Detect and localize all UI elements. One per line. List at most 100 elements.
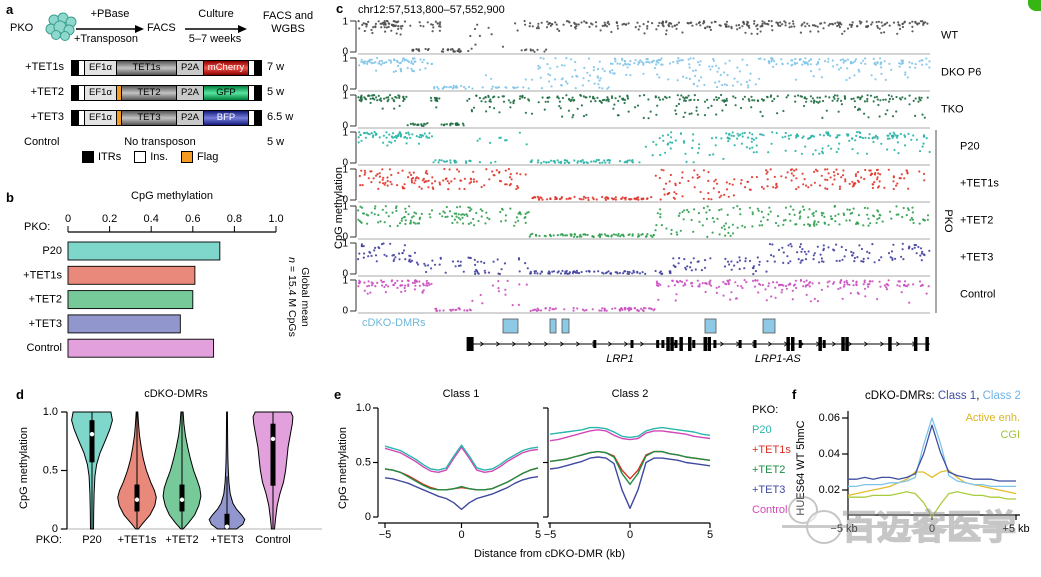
dmr-box [762,318,776,334]
arrow1-top-label: +PBase [90,8,130,20]
b-bar-+TET1s [67,265,196,285]
f-title-sep: , [976,390,983,402]
exon-box [791,337,795,351]
panel-e-chart: 00.51.0−5 0 5 −5 0 5 [356,402,713,541]
d-x-label: P20 [82,534,102,546]
e-legend-item-P20: P20 [752,424,772,436]
b-x-tick-label: 1.0 [268,213,283,225]
p2a-box: P2A [176,60,204,76]
exon-box [841,337,845,351]
exon-box [798,340,802,348]
d-group-label: PKO: [36,534,62,546]
c-y-tick-0: 0 [342,232,348,243]
dmr-box [549,318,557,334]
exon-box [670,337,674,351]
e-series-Control [384,446,539,473]
e-x-tick-label: 5 [707,529,713,541]
e-series-+TET1s [549,450,711,480]
reporter-box: GFP [203,85,249,101]
e-legend-item-+TET2: +TET2 [752,464,786,476]
violin-box [224,513,230,529]
dmr-box [502,318,519,334]
panel-f-legend: Active enh. CGI [905,410,1020,444]
e-legend-item-+TET3: +TET3 [752,484,786,496]
e-legend-item-Control: Control [752,504,788,516]
violin-median-dot [224,524,230,529]
promoter-box: EF1α [84,60,117,76]
b-bar-P20 [67,241,221,261]
violin-box [89,420,95,463]
legend-item-ITRs: ITRs [82,151,121,163]
exon-box [666,337,670,351]
exon-box [845,337,849,351]
tet-gene-box: TET1s [116,60,177,76]
panel-b-group-label: PKO: [24,221,51,233]
d-x-label: Control [255,534,290,546]
construct-row-label: +TET2 [30,86,64,98]
arrow-icon [76,25,144,33]
dmr-box [704,318,717,334]
construct-duration: 6.5 w [267,111,294,123]
c-row-label-+TET2: +TET2 [960,215,993,227]
final-step-line2: WGBS [271,23,305,35]
f-title-class1: Class 1 [937,390,977,402]
f-x-tick-label: 0 [929,523,935,535]
f-series-Class 2 [848,417,1016,488]
exon-box [630,340,634,348]
b-x-tick-label: 0.8 [227,213,242,225]
scatter-row-P20: 1 0 P20 [342,128,979,169]
b-bar-label: +TET1s [23,269,62,281]
panel-f-chart: 0.02 0.04 0.06 −5 kb 0 +5 kb [819,411,1030,535]
violin-+TET3 [208,411,246,530]
d-x-label: +TET1s [118,534,157,546]
construct-row: +TET2 EF1α TET2 P2A GFP 5 w [0,85,330,101]
legend-swatch [134,151,147,163]
e-x-tick-label: 0 [627,529,633,541]
d-x-label: +TET2 [165,534,198,546]
b-bar-label: +TET3 [29,318,62,330]
corner-green-mark [1028,0,1041,11]
exon-box [707,337,711,351]
gene-label-LRP1-AS: LRP1-AS [755,353,802,365]
e-series-+TET3 [384,476,539,511]
global-mean-note: Global mean n = 15.4 M CpGs [285,257,311,337]
e-x-tick-label: 5 [535,529,541,541]
e-series-Control [549,429,711,442]
c-y-tick-0: 0 [342,84,348,95]
violin-median-dot [270,436,276,442]
panel-a-label: a [6,2,14,17]
panel-c-label: c [336,1,344,16]
exon-box [692,340,696,348]
construct-legend: ITRs Ins. Flag [82,151,218,163]
reporter-box: BFP [203,110,249,126]
scatter-row-DKO P6: 1 0 DKO P6 [342,54,981,95]
panel-b-title: CpG methylation [131,190,213,202]
c-y-tick-0: 0 [342,47,348,58]
panel-e-legend: PKO: P20 +TET1s +TET2 +TET3 Control [752,400,791,520]
exon-box [713,340,717,348]
f-series-CGI [848,491,1016,518]
c-y-tick-1: 1 [342,91,348,102]
b-x-tick-label: 0.2 [102,213,117,225]
f-legend-item-CGI: CGI [1000,429,1020,441]
c-y-tick-1: 1 [342,276,348,287]
c-y-tick-0: 0 [342,269,348,280]
f-series-Active enh. [848,469,1017,497]
tet-gene-box: TET2 [121,85,177,101]
panel-b-chart: 0 0.2 0.4 0.6 0.8 1.0 P20 +TET1s +TET2 +TET3 Contr… [23,213,284,358]
panel-f-label: f [792,387,797,402]
exon-box [688,337,692,351]
legend-label: Flag [196,151,219,163]
legend-item-Ins.: Ins. [134,151,168,163]
panel-d-title: cDKO-DMRs [144,388,208,400]
b-bar-Control [67,338,215,358]
panel-b-label: b [6,190,14,205]
legend-swatch [180,151,193,163]
p2a-box: P2A [176,85,204,101]
exon-box [466,337,474,351]
exon-box [674,340,678,348]
f-x-tick-label: +5 kb [1002,523,1029,535]
violin-median-dot [89,432,95,437]
legend-swatch [82,151,94,163]
